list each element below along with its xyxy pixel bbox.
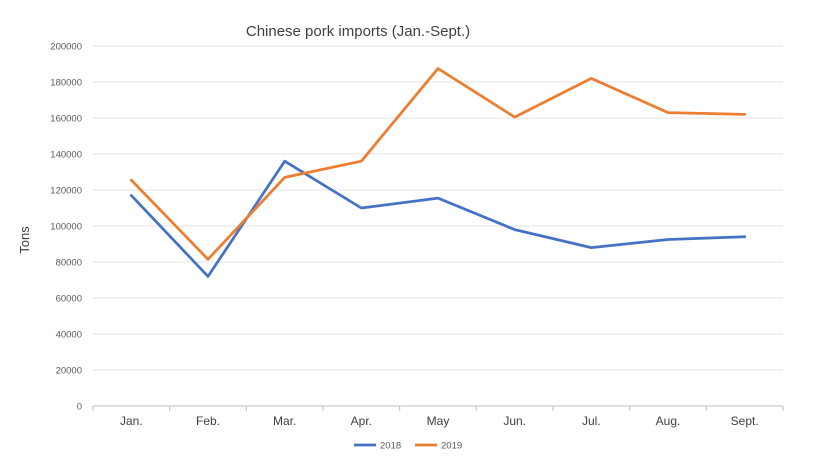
x-tick-label: Jan. xyxy=(120,414,143,428)
x-tick-label: Sept. xyxy=(731,414,759,428)
y-tick-label: 200000 xyxy=(50,42,82,53)
x-tick-label: Mar. xyxy=(273,414,296,428)
x-tick-label: Apr. xyxy=(351,414,372,428)
series-layer xyxy=(129,67,747,278)
x-tick-label: Feb. xyxy=(196,414,220,428)
series-line-2018 xyxy=(129,159,747,278)
series-line-2019 xyxy=(129,67,747,261)
y-tick-label: 180000 xyxy=(50,78,82,89)
legend-label-2019: 2019 xyxy=(441,441,462,452)
y-tick-label: 60000 xyxy=(56,294,82,305)
y-tick-label: 100000 xyxy=(50,222,82,233)
y-axis-ticks: 0 20000 40000 60000 80000 100000 120000 140000 1… xyxy=(50,42,82,413)
x-tick-label: Jul. xyxy=(582,414,601,428)
y-tick-label: 160000 xyxy=(50,114,82,125)
legend: 2018 2019 xyxy=(354,441,462,452)
x-tick-label: Aug. xyxy=(656,414,681,428)
legend-label-2018: 2018 xyxy=(380,441,401,452)
y-tick-label: 120000 xyxy=(50,186,82,197)
gridlines xyxy=(93,45,783,407)
y-tick-label: 40000 xyxy=(56,330,82,341)
chart-title: Chinese pork imports (Jan.-Sept.) xyxy=(246,23,470,40)
x-tick-label: May xyxy=(427,414,450,428)
y-tick-label: 140000 xyxy=(50,150,82,161)
x-tick-label: Jun. xyxy=(503,414,526,428)
y-axis-title: Tons xyxy=(17,226,32,254)
y-tick-label: 20000 xyxy=(56,366,82,377)
x-axis-ticks: Jan. Feb. Mar. Apr. May Jun. Jul. Aug. Sept. xyxy=(92,406,784,428)
y-tick-label: 80000 xyxy=(56,258,82,269)
y-tick-label: 0 xyxy=(77,402,82,413)
